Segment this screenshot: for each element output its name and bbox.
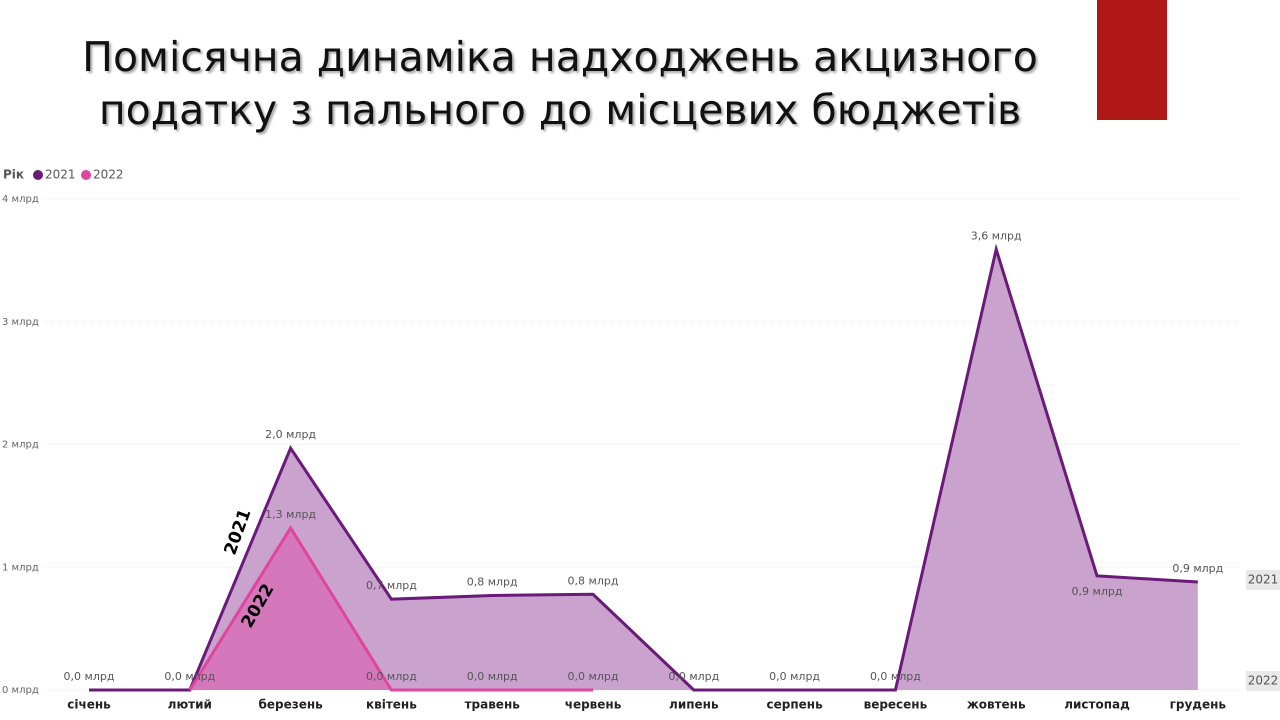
data-label: 0,0 млрд — [870, 670, 921, 683]
data-label: 0,0 млрд — [668, 670, 719, 683]
decor-rect — [1097, 0, 1167, 120]
x-tick-label: січень — [67, 698, 111, 712]
data-label: 0,8 млрд — [467, 575, 518, 588]
x-tick-label: червень — [565, 698, 622, 712]
area — [189, 527, 594, 690]
data-label: 0,0 млрд — [366, 670, 417, 683]
x-tick-label: серпень — [767, 698, 824, 712]
data-label: 2,0 млрд — [265, 428, 316, 441]
x-tick-label: жовтень — [967, 698, 1026, 712]
title-line: Помісячна динаміка надходжень акцизного — [82, 33, 1038, 81]
y-tick-label: 1 млрд — [2, 562, 39, 573]
end-label-bg — [1246, 671, 1280, 691]
data-label: 1,3 млрд — [265, 508, 316, 521]
x-tick-label: березень — [258, 698, 323, 712]
legend-marker — [81, 170, 91, 180]
data-label: 0,0 млрд — [568, 670, 619, 683]
data-label: 3,6 млрд — [971, 229, 1022, 242]
y-tick-label: 4 млрд — [2, 194, 39, 205]
line — [89, 243, 1198, 692]
end-label: 2021 — [1248, 573, 1279, 587]
y-tick-label: 2 млрд — [2, 440, 39, 451]
legend-title: Рік — [3, 168, 24, 182]
x-tick-label: квітень — [366, 698, 417, 712]
legend-label: 2022 — [93, 168, 124, 182]
data-label: 0,0 млрд — [164, 670, 215, 683]
title-line: податку з пального до місцевих бюджетів — [99, 86, 1021, 134]
x-tick-label: грудень — [1170, 698, 1227, 712]
end-label-bg — [1246, 570, 1280, 590]
legend-label: 2021 — [45, 168, 76, 182]
line — [188, 525, 593, 692]
data-label: 0,8 млрд — [568, 574, 619, 587]
x-tick-label: вересень — [864, 698, 928, 712]
data-label: 0,0 млрд — [467, 670, 518, 683]
data-label: 0,0 млрд — [64, 670, 115, 683]
x-tick-label: листопад — [1064, 698, 1130, 712]
data-label: 0,9 млрд — [1072, 585, 1123, 598]
x-tick-label: лютий — [168, 698, 212, 712]
end-label: 2022 — [1248, 674, 1279, 688]
x-tick-label: липень — [669, 698, 719, 712]
y-tick-label: 3 млрд — [2, 317, 39, 328]
y-tick-label: 0 млрд — [2, 685, 39, 696]
data-label: 0,7 млрд — [366, 579, 417, 592]
data-label: 0,9 млрд — [1172, 562, 1223, 575]
data-label: 0,0 млрд — [769, 670, 820, 683]
legend-marker — [33, 170, 43, 180]
x-tick-label: травень — [465, 698, 521, 712]
